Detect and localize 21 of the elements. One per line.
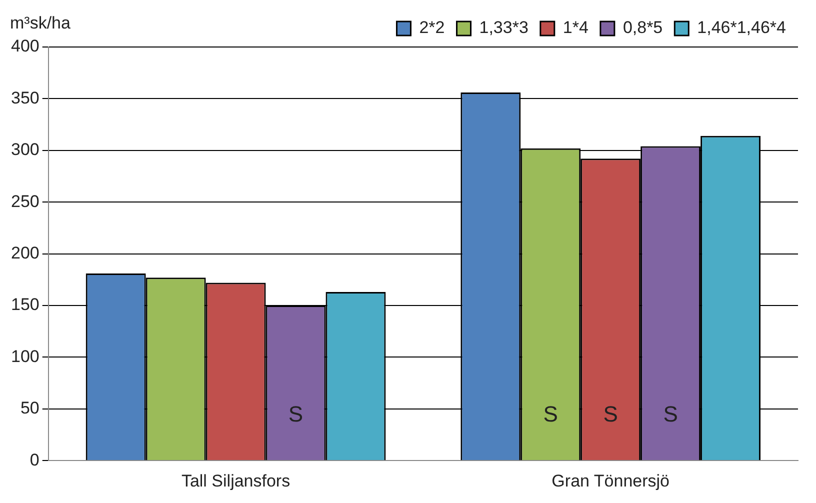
legend-label: 1,33*3 <box>479 18 528 38</box>
y-tick-label: 150 <box>10 295 40 314</box>
data-label: S <box>663 402 678 427</box>
legend-label: 2*2 <box>419 18 445 38</box>
y-tick-label: 100 <box>10 346 40 366</box>
x-tick-label: Tall Siljansfors <box>181 471 290 490</box>
data-label: S <box>288 402 304 427</box>
y-axis-title: m³sk/ha <box>10 14 71 33</box>
y-tick-label: 200 <box>10 243 40 262</box>
y-tick-label: 250 <box>10 192 40 211</box>
y-tick-label: 50 <box>20 398 40 418</box>
legend-label: 1,46*1,46*4 <box>697 18 786 38</box>
y-tick-label: 0 <box>30 450 40 470</box>
y-tick-label: 400 <box>10 36 40 56</box>
data-label: S <box>603 402 618 427</box>
y-tick-label: 350 <box>10 88 40 108</box>
y-tick-label: 300 <box>10 140 40 160</box>
data-label: S <box>543 402 558 427</box>
legend-label: 1*4 <box>562 18 588 38</box>
legend-label: 0,8*5 <box>622 18 663 38</box>
x-tick-label: Gran Tönnersjö <box>552 471 670 490</box>
